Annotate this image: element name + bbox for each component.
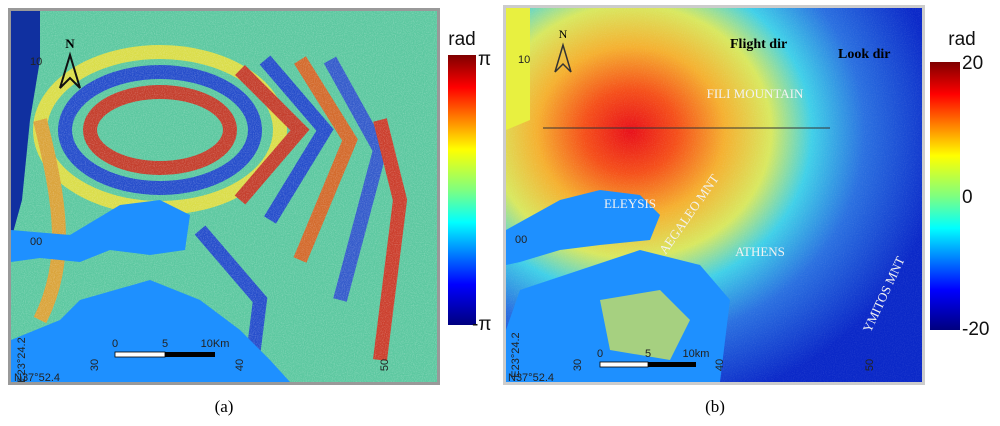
caption: (a) <box>215 397 234 416</box>
caption: (b) <box>705 397 725 416</box>
grid-label: 00 <box>30 236 42 248</box>
place-label: ELEYSIS <box>604 196 656 211</box>
scale-bar: 0 5 10Km <box>112 338 230 358</box>
north-label: N <box>65 36 75 51</box>
colorbar-max: π <box>478 49 491 70</box>
scale-label: 5 <box>162 338 168 350</box>
lat-label: N37°52.4 <box>14 372 60 384</box>
map-b <box>506 8 922 382</box>
scale-label: 10km <box>683 348 710 360</box>
scale-segment <box>599 361 649 368</box>
grid-label: 00 <box>515 234 527 246</box>
north-label: N <box>559 27 568 41</box>
north-arrow: N <box>59 36 81 89</box>
sea <box>11 11 40 240</box>
colorbar <box>448 55 476 325</box>
scale-label: 0 <box>112 338 118 350</box>
grid-label: 40 <box>714 359 726 371</box>
place-label: ATHENS <box>735 244 785 259</box>
scale-label: 0 <box>597 348 603 360</box>
colorbar-min: -π <box>472 314 491 335</box>
island <box>600 290 690 360</box>
scale-label: 5 <box>645 348 651 360</box>
grid-label: 50 <box>864 359 876 371</box>
scale-segment <box>648 362 696 367</box>
grid-label: 30 <box>89 359 101 371</box>
grid-label: 40 <box>234 359 246 371</box>
grid-label: 10 <box>30 56 42 68</box>
lon-label: E23°24.2 <box>16 337 28 382</box>
map-a <box>11 11 437 382</box>
flight-dir: Flight dir <box>730 37 787 52</box>
look-dir: Look dir <box>838 47 891 62</box>
scale-segment <box>165 352 215 357</box>
sea-edge <box>506 8 530 130</box>
grid-label: 10 <box>518 54 530 66</box>
grid-label: 30 <box>572 359 584 371</box>
colorbar-unit: rad <box>448 29 475 50</box>
scale-label: 10Km <box>201 338 230 350</box>
grid-label: 50 <box>379 359 391 371</box>
north-arrow-shape <box>554 42 572 73</box>
bay <box>506 190 660 265</box>
lon-label: E23°24.2 <box>510 332 522 377</box>
bay <box>11 200 190 262</box>
scale-bar: 0 5 10km <box>597 348 710 368</box>
place-label: FILI MOUNTAIN <box>707 86 804 101</box>
scale-segment <box>114 351 166 358</box>
colorbar-mid: 0 <box>962 187 973 208</box>
gulf <box>11 280 290 382</box>
lat-label: N37°52.4 <box>508 372 554 384</box>
north-arrow: N <box>554 27 572 73</box>
colorbar-max: 20 <box>962 53 983 74</box>
colorbar <box>930 62 960 330</box>
colorbar-min: -20 <box>962 319 989 340</box>
north-arrow-shape <box>59 51 81 89</box>
colorbar-unit: rad <box>948 29 975 50</box>
